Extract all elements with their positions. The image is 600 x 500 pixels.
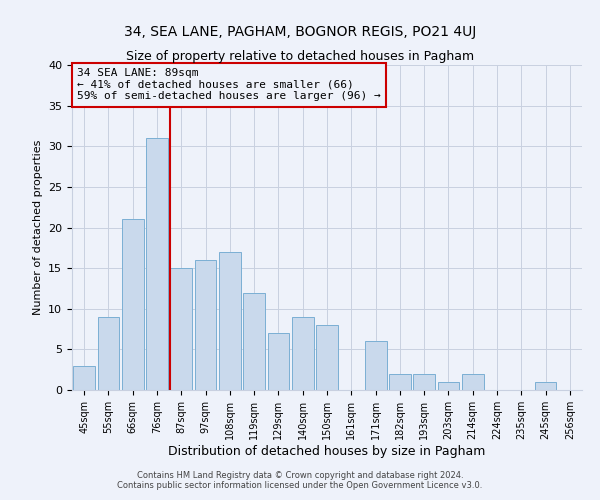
Bar xyxy=(413,374,435,390)
Text: Contains HM Land Registry data © Crown copyright and database right 2024.
Contai: Contains HM Land Registry data © Crown c… xyxy=(118,470,482,490)
Bar xyxy=(219,252,241,390)
Bar xyxy=(462,374,484,390)
Text: Size of property relative to detached houses in Pagham: Size of property relative to detached ho… xyxy=(126,50,474,63)
Y-axis label: Number of detached properties: Number of detached properties xyxy=(32,140,43,315)
Bar xyxy=(535,382,556,390)
Bar xyxy=(97,317,119,390)
Bar xyxy=(389,374,411,390)
Bar xyxy=(292,317,314,390)
Bar xyxy=(122,220,143,390)
Bar xyxy=(170,268,192,390)
Bar xyxy=(437,382,460,390)
Bar xyxy=(194,260,217,390)
Bar xyxy=(268,333,289,390)
Bar xyxy=(73,366,95,390)
X-axis label: Distribution of detached houses by size in Pagham: Distribution of detached houses by size … xyxy=(169,444,485,458)
Bar xyxy=(365,341,386,390)
Text: 34, SEA LANE, PAGHAM, BOGNOR REGIS, PO21 4UJ: 34, SEA LANE, PAGHAM, BOGNOR REGIS, PO21… xyxy=(124,25,476,39)
Text: 34 SEA LANE: 89sqm
← 41% of detached houses are smaller (66)
59% of semi-detache: 34 SEA LANE: 89sqm ← 41% of detached hou… xyxy=(77,68,381,102)
Bar xyxy=(146,138,168,390)
Bar xyxy=(243,292,265,390)
Bar xyxy=(316,325,338,390)
